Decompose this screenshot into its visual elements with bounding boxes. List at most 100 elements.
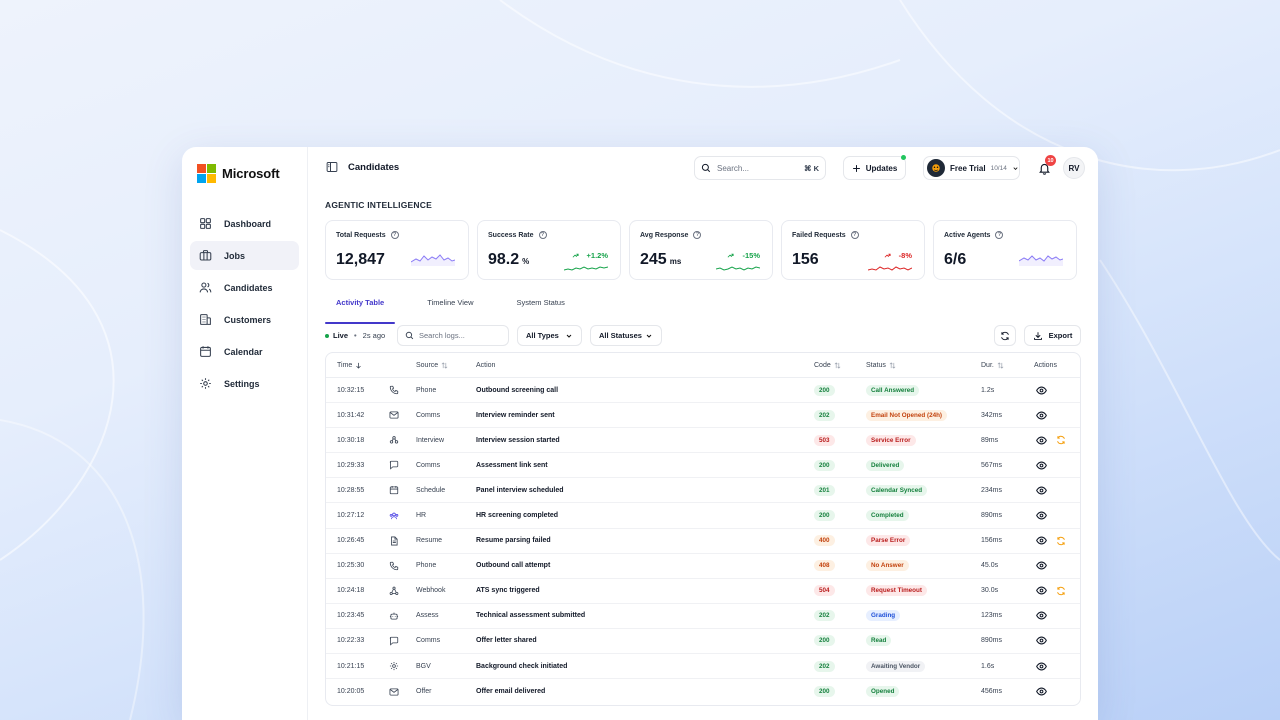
row-time: 10:20:05 [337,688,365,696]
view-button[interactable] [1036,654,1047,678]
retry-button[interactable] [1056,428,1066,452]
table-row[interactable]: 10:25:30 Phone Outbound call attempt 408… [326,554,1080,579]
row-time: 10:24:18 [337,587,365,595]
help-icon[interactable]: ? [693,231,702,239]
help-icon[interactable]: ? [995,231,1004,239]
export-button[interactable]: Export [1024,325,1081,346]
table-toolbar: Live • 2s ago Search logs... All Types A… [325,325,1081,347]
row-code: 202 [814,610,835,622]
logs-search-input[interactable]: Search logs... [397,325,509,346]
column-header-code[interactable]: Code [814,362,841,369]
row-time: 10:30:18 [337,436,365,444]
retry-button[interactable] [1056,579,1066,603]
retry-button[interactable] [1056,529,1066,553]
sparkline-icon [564,266,608,271]
sidebar-item-jobs[interactable]: Jobs [190,241,299,270]
stat-label: Failed Requests [792,231,846,239]
sidebar-item-candidates[interactable]: Candidates [190,273,299,302]
sidebar-item-calendar[interactable]: Calendar [190,337,299,366]
view-button[interactable] [1036,679,1047,704]
row-source: Interview [416,436,445,444]
brand-logo[interactable]: Microsoft [197,164,280,183]
chat-icon [389,461,399,470]
row-source: Schedule [416,486,446,494]
column-header-source[interactable]: Source [416,362,448,369]
sidebar-item-label: Customers [224,314,272,325]
phone-icon [389,385,399,395]
column-header-time[interactable]: Time [337,362,362,369]
table-body: 10:32:15 Phone Outbound screening call 2… [326,378,1080,704]
status-filter-select[interactable]: All Statuses [590,325,662,346]
table-row[interactable]: 10:30:18 Interview Interview session sta… [326,428,1080,454]
help-icon[interactable]: ? [850,231,859,239]
arrow-down-icon [356,362,362,369]
table-row[interactable]: 10:29:33 Comms Assessment link sent 200 … [326,453,1080,479]
row-time: 10:25:30 [337,562,365,570]
refresh-button[interactable] [994,325,1016,346]
table-row[interactable]: 10:24:18 Webhook ATS sync triggered 504 … [326,579,1080,604]
eye-icon [1036,586,1047,595]
plus-icon [852,164,860,172]
gear-icon [200,378,211,389]
eye-icon [1036,386,1047,395]
live-dot [325,333,329,338]
row-action: Outbound call attempt [476,562,551,570]
view-button[interactable] [1036,378,1047,402]
view-button[interactable] [1036,503,1047,527]
column-header-status[interactable]: Status [866,362,896,369]
table-row[interactable]: 10:32:15 Phone Outbound screening call 2… [326,378,1080,404]
row-source-icon [389,478,399,502]
view-button[interactable] [1036,453,1047,477]
table-row[interactable]: 10:26:45 Resume Resume parsing failed 40… [326,529,1080,554]
eye-icon [1036,486,1047,495]
sidebar: Microsoft Dashboard Jobs Candidates Cust… [182,147,308,720]
sidebar-toggle-icon[interactable] [326,161,338,173]
view-button[interactable] [1036,604,1047,628]
row-code: 504 [814,585,835,597]
live-label: Live [333,331,349,340]
updates-button[interactable]: Updates [843,155,906,180]
retry-icon [1057,436,1065,445]
table-row[interactable]: 10:31:42 Comms Interview reminder sent 2… [326,403,1080,429]
view-button[interactable] [1036,403,1047,427]
sidebar-item-customers[interactable]: Customers [190,305,299,334]
row-source-icon [389,529,399,553]
view-button[interactable] [1036,554,1047,578]
row-source: BGV [416,662,431,670]
view-button[interactable] [1036,478,1047,502]
search-input[interactable]: Search... ⌘ K [694,156,826,180]
user-avatar[interactable]: RV [1063,157,1085,179]
tab-timeline-view[interactable]: Timeline View [427,298,474,307]
table-row[interactable]: 10:20:05 Offer Offer email delivered 200… [326,679,1080,704]
stats-row: Total Requests? 12,847 Success Rate? 98.… [325,220,1077,280]
type-filter-select[interactable]: All Types [517,325,582,346]
column-header-duration[interactable]: Dur. [981,362,1004,369]
eye-icon [1036,411,1047,420]
row-code: 503 [814,434,835,446]
row-status: Completed [866,510,909,522]
row-code: 200 [814,459,835,471]
sidebar-item-dashboard[interactable]: Dashboard [190,209,299,238]
view-button[interactable] [1036,428,1047,452]
table-row[interactable]: 10:22:33 Comms Offer letter shared 200 R… [326,629,1080,655]
brand-name: Microsoft [222,166,280,181]
help-icon[interactable]: ? [390,231,399,239]
row-action: Resume parsing failed [476,537,551,545]
table-row[interactable]: 10:28:55 Schedule Panel interview schedu… [326,478,1080,504]
help-icon[interactable]: ? [538,231,547,239]
tab-activity-table[interactable]: Activity Table [325,298,396,324]
activity-table: Time Source Action Code Status Dur. Acti… [325,352,1081,706]
view-button[interactable] [1036,579,1047,603]
webhook-icon [389,586,399,595]
free-trial-button[interactable]: Free Trial 10/14 [923,156,1020,180]
notifications-button[interactable]: 10 [1036,155,1056,177]
sidebar-item-settings[interactable]: Settings [190,369,299,398]
view-button[interactable] [1036,629,1047,653]
row-source-icon [389,629,399,653]
table-row[interactable]: 10:21:15 BGV Background check initiated … [326,654,1080,680]
view-button[interactable] [1036,529,1047,553]
table-row[interactable]: 10:23:45 Assess Technical assessment sub… [326,604,1080,629]
table-row[interactable]: 10:27:12 HR HR screening completed 200 C… [326,503,1080,529]
tab-system-status[interactable]: System Status [516,298,565,307]
row-action: Interview session started [476,436,560,444]
